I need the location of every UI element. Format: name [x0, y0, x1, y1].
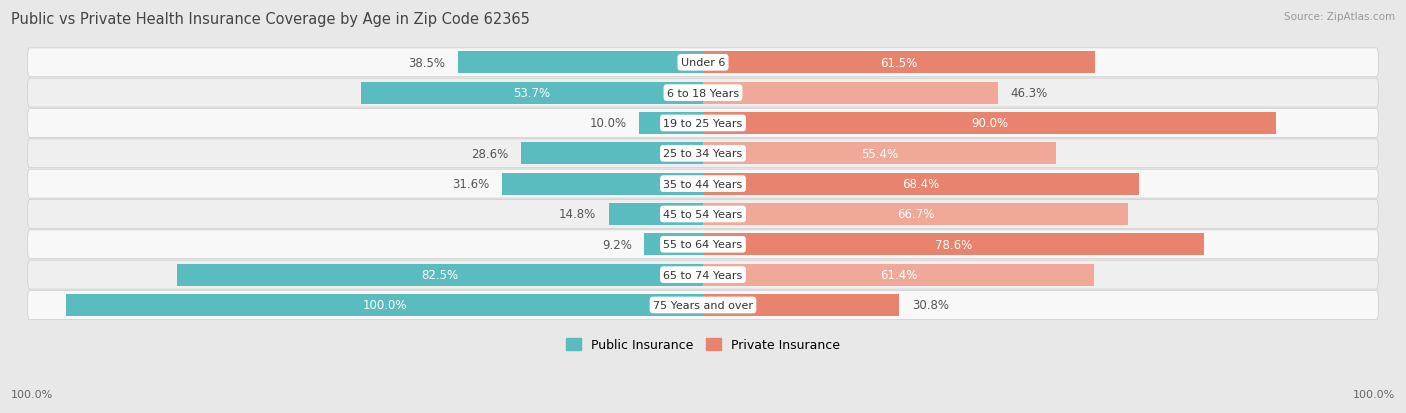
Text: 61.5%: 61.5% [880, 57, 918, 70]
Bar [644, 234, 703, 256]
FancyBboxPatch shape [28, 170, 1378, 199]
Text: 75 Years and over: 75 Years and over [652, 300, 754, 310]
Text: 25 to 34 Years: 25 to 34 Years [664, 149, 742, 159]
Bar [703, 52, 1095, 74]
Bar [703, 234, 1204, 256]
FancyBboxPatch shape [28, 291, 1378, 320]
Bar [502, 173, 703, 195]
Text: 55 to 64 Years: 55 to 64 Years [664, 240, 742, 250]
Bar [703, 264, 1094, 286]
Bar [703, 173, 1139, 195]
Text: Public vs Private Health Insurance Coverage by Age in Zip Code 62365: Public vs Private Health Insurance Cover… [11, 12, 530, 27]
Text: 65 to 74 Years: 65 to 74 Years [664, 270, 742, 280]
FancyBboxPatch shape [28, 140, 1378, 168]
Text: 61.4%: 61.4% [880, 268, 917, 281]
Bar [703, 204, 1128, 225]
Legend: Public Insurance, Private Insurance: Public Insurance, Private Insurance [560, 332, 846, 358]
Bar [66, 294, 703, 316]
Bar [640, 113, 703, 135]
Text: 46.3%: 46.3% [1011, 87, 1047, 100]
FancyBboxPatch shape [28, 109, 1378, 138]
Text: 53.7%: 53.7% [513, 87, 551, 100]
Text: Source: ZipAtlas.com: Source: ZipAtlas.com [1284, 12, 1395, 22]
Bar [703, 83, 998, 104]
Text: 35 to 44 Years: 35 to 44 Years [664, 179, 742, 189]
Text: 14.8%: 14.8% [558, 208, 596, 221]
Text: 100.0%: 100.0% [1353, 389, 1395, 399]
Text: 10.0%: 10.0% [589, 117, 627, 130]
Text: 9.2%: 9.2% [602, 238, 631, 251]
FancyBboxPatch shape [28, 200, 1378, 229]
Bar [458, 52, 703, 74]
Bar [361, 83, 703, 104]
Text: 100.0%: 100.0% [363, 299, 406, 312]
Text: 90.0%: 90.0% [972, 117, 1008, 130]
Text: 28.6%: 28.6% [471, 147, 508, 160]
Text: 45 to 54 Years: 45 to 54 Years [664, 209, 742, 219]
Text: 6 to 18 Years: 6 to 18 Years [666, 88, 740, 98]
Bar [609, 204, 703, 225]
Text: 31.6%: 31.6% [451, 178, 489, 191]
FancyBboxPatch shape [28, 49, 1378, 78]
Text: 100.0%: 100.0% [11, 389, 53, 399]
Text: 82.5%: 82.5% [422, 268, 458, 281]
FancyBboxPatch shape [28, 79, 1378, 108]
FancyBboxPatch shape [28, 261, 1378, 290]
Text: 68.4%: 68.4% [903, 178, 939, 191]
Text: Under 6: Under 6 [681, 58, 725, 68]
Text: 19 to 25 Years: 19 to 25 Years [664, 119, 742, 128]
Bar [703, 113, 1277, 135]
Text: 55.4%: 55.4% [860, 147, 898, 160]
Text: 66.7%: 66.7% [897, 208, 934, 221]
Bar [177, 264, 703, 286]
Bar [703, 143, 1056, 165]
FancyBboxPatch shape [28, 230, 1378, 259]
Text: 38.5%: 38.5% [408, 57, 446, 70]
Text: 78.6%: 78.6% [935, 238, 972, 251]
Text: 30.8%: 30.8% [912, 299, 949, 312]
Bar [703, 294, 900, 316]
Bar [520, 143, 703, 165]
